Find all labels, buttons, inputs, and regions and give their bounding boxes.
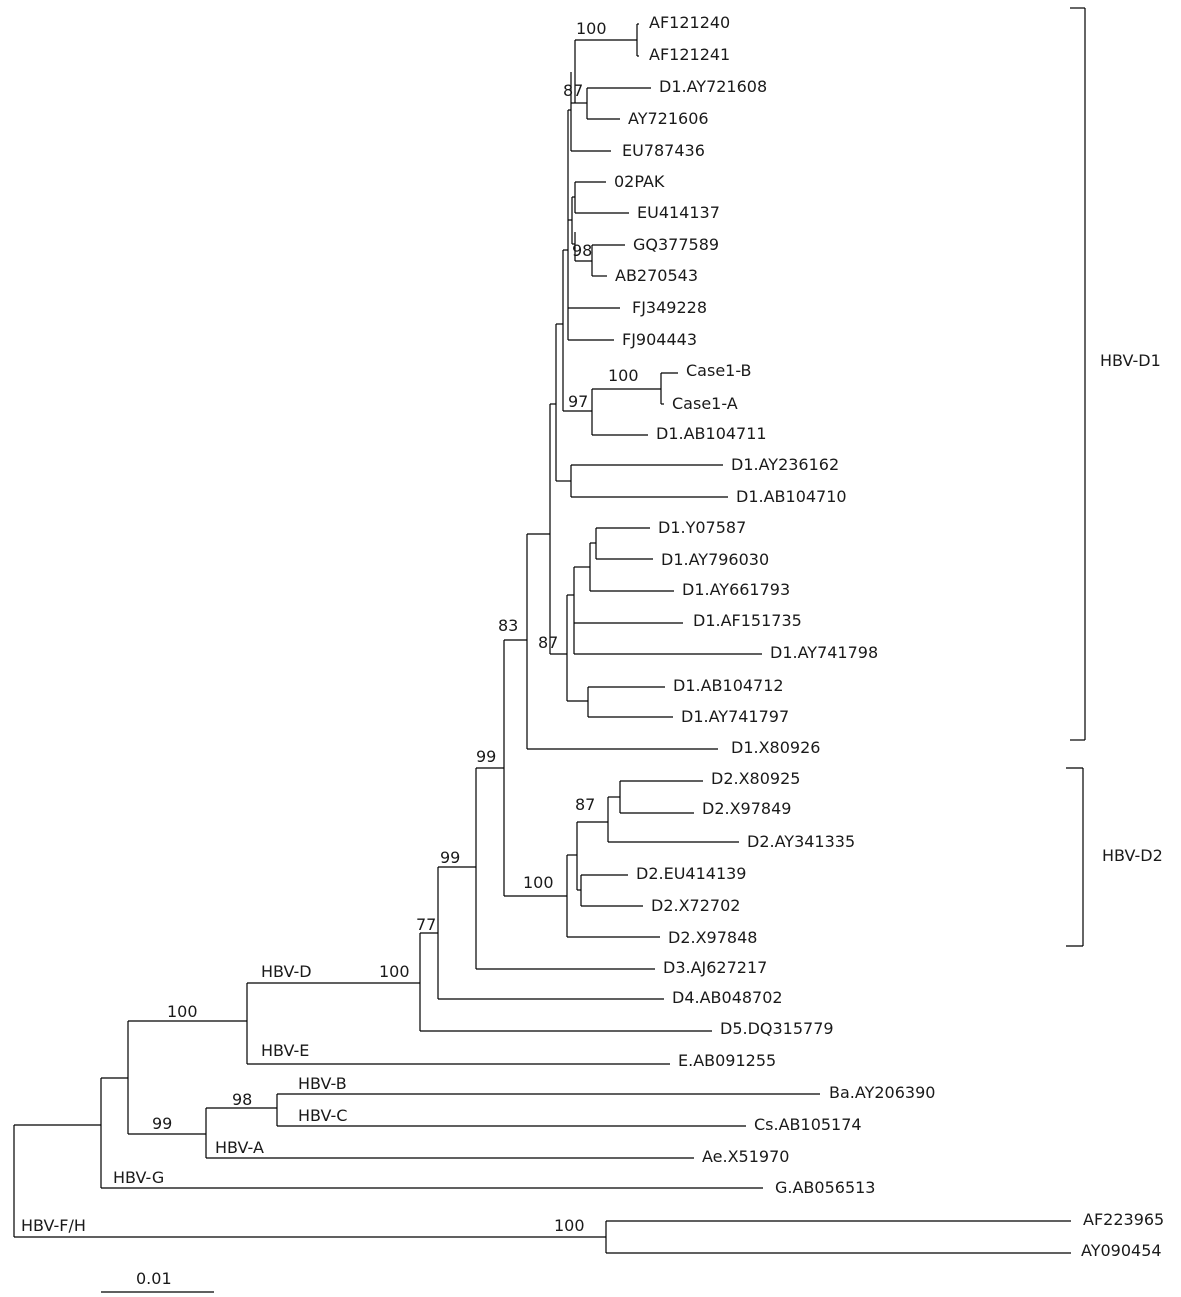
branch-label-hbv-g: HBV-G — [113, 1168, 164, 1187]
leaf-label: AF121240 — [649, 13, 730, 32]
leaf-label: D1.AY741797 — [681, 707, 789, 726]
leaf-label: D2.X97848 — [668, 928, 757, 947]
leaf-label: AY090454 — [1081, 1241, 1162, 1260]
bootstrap-value: 87 — [563, 81, 583, 100]
branch-label-hbv-a: HBV-A — [215, 1138, 264, 1157]
bootstrap-value: 77 — [416, 915, 436, 934]
leaf-label: AY721606 — [628, 109, 709, 128]
leaf-label: D1.X80926 — [731, 738, 820, 757]
leaf-label: D1.AY741798 — [770, 643, 878, 662]
leaf-label: D2.X97849 — [702, 799, 791, 818]
bootstrap-value: 100 — [554, 1216, 585, 1235]
leaf-label: D1.AF151735 — [693, 611, 802, 630]
bootstrap-value: 100 — [167, 1002, 198, 1021]
clade-label-d2: HBV-D2 — [1102, 846, 1163, 865]
leaf-label: Ba.AY206390 — [829, 1083, 935, 1102]
leaf-label: D3.AJ627217 — [663, 958, 767, 977]
leaf-label: EU787436 — [622, 141, 705, 160]
branch-label-hbv-fh: HBV-F/H — [21, 1216, 86, 1235]
leaf-label: D1.Y07587 — [658, 518, 746, 537]
leaf-label: D1.AB104712 — [673, 676, 784, 695]
leaf-label: AF121241 — [649, 45, 730, 64]
bootstrap-value: 98 — [232, 1090, 252, 1109]
leaf-label: FJ349228 — [632, 298, 707, 317]
leaf-label: D1.AY661793 — [682, 580, 790, 599]
leaf-label: GQ377589 — [633, 235, 719, 254]
bootstrap-value: 100 — [608, 366, 639, 385]
leaf-label: G.AB056513 — [775, 1178, 875, 1197]
bootstrap-value: 99 — [440, 848, 460, 867]
leaf-label: Cs.AB105174 — [754, 1115, 862, 1134]
branch-label-hbv-d: HBV-D — [261, 962, 312, 981]
clade-label-d1: HBV-D1 — [1100, 351, 1161, 370]
leaf-label: D2.X72702 — [651, 896, 740, 915]
bootstrap-value: 99 — [152, 1114, 172, 1133]
branch-label-hbv-c: HBV-C — [298, 1106, 347, 1125]
scale-bar-label: 0.01 — [136, 1269, 172, 1288]
leaf-label: EU414137 — [637, 203, 720, 222]
branch-labels: HBV-D HBV-E HBV-B HBV-C HBV-A HBV-G HBV-… — [21, 962, 347, 1235]
bootstrap-value: 83 — [498, 616, 518, 635]
bootstrap-value: 98 — [572, 241, 592, 260]
bootstrap-value: 100 — [379, 962, 410, 981]
tree-branches — [13, 23, 1071, 1254]
leaf-label: D5.DQ315779 — [720, 1019, 834, 1038]
leaf-label: Case1-B — [686, 361, 752, 380]
leaf-label: D1.AY796030 — [661, 550, 769, 569]
leaf-label: D4.AB048702 — [672, 988, 783, 1007]
leaf-labels: AF121240 AF121241 D1.AY721608 AY721606 E… — [614, 13, 1164, 1260]
bootstrap-value: 100 — [576, 19, 607, 38]
leaf-label: AB270543 — [615, 266, 698, 285]
leaf-label: D1.AY721608 — [659, 77, 767, 96]
leaf-label: D2.AY341335 — [747, 832, 855, 851]
leaf-label: D2.EU414139 — [636, 864, 746, 883]
bootstrap-value: 87 — [575, 795, 595, 814]
leaf-label: AF223965 — [1083, 1210, 1164, 1229]
leaf-label: E.AB091255 — [678, 1051, 776, 1070]
bootstrap-value: 100 — [523, 873, 554, 892]
leaf-label: D1.AB104711 — [656, 424, 767, 443]
leaf-label: D1.AB104710 — [736, 487, 847, 506]
clade-brackets: HBV-D1 HBV-D2 — [1066, 7, 1163, 947]
bootstrap-values: 100 87 98 100 97 87 83 99 87 100 99 77 1… — [152, 19, 639, 1235]
leaf-label: FJ904443 — [622, 330, 697, 349]
bootstrap-value: 97 — [568, 392, 588, 411]
branch-label-hbv-b: HBV-B — [298, 1074, 347, 1093]
bootstrap-value: 99 — [476, 747, 496, 766]
branch-label-hbv-e: HBV-E — [261, 1041, 309, 1060]
bootstrap-value: 87 — [538, 633, 558, 652]
leaf-label: Ae.X51970 — [702, 1147, 789, 1166]
leaf-label: 02PAK — [614, 172, 665, 191]
scale-bar: 0.01 — [101, 1269, 214, 1293]
leaf-label: Case1-A — [672, 394, 738, 413]
leaf-label: D1.AY236162 — [731, 455, 839, 474]
leaf-label: D2.X80925 — [711, 769, 800, 788]
